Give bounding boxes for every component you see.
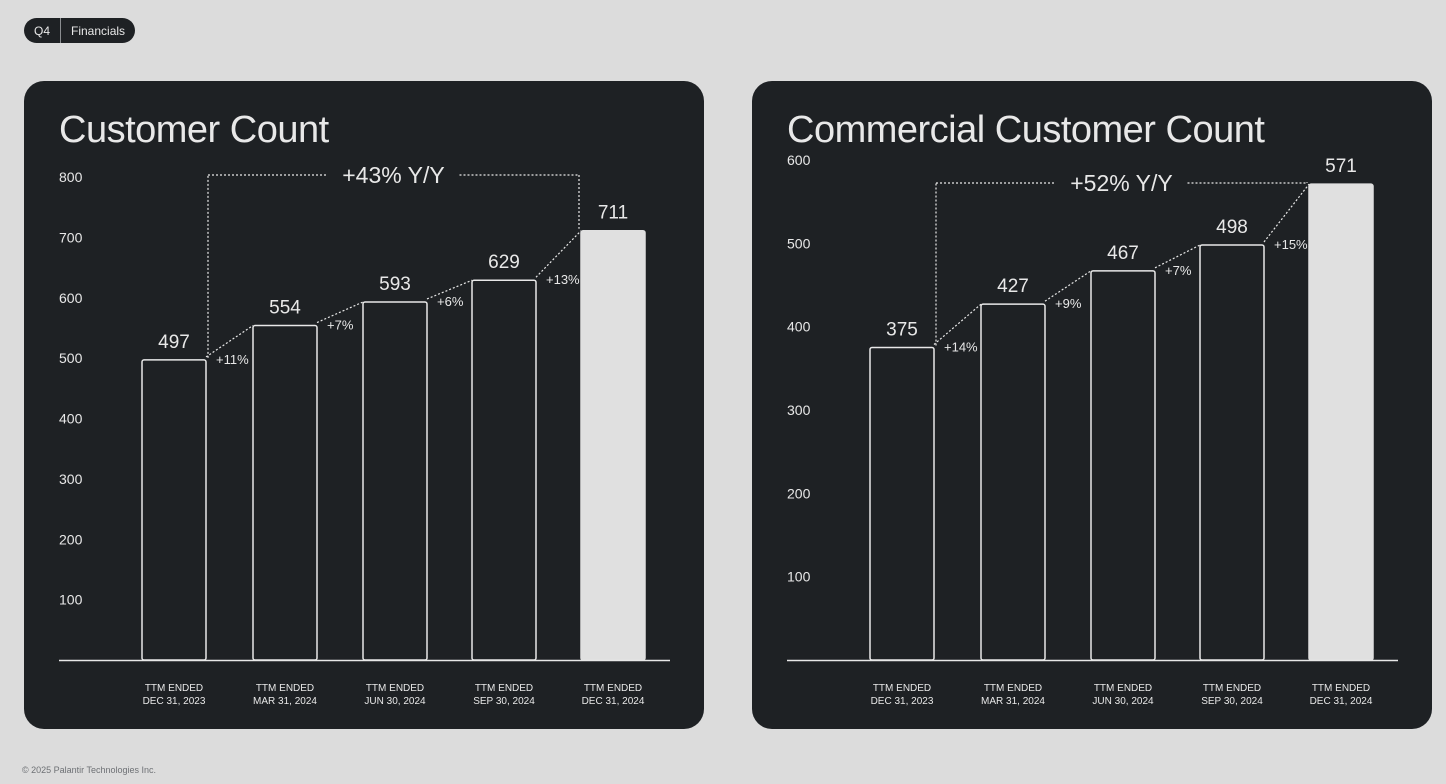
bar-value-label: 629 (488, 252, 520, 273)
y-tick-label: 700 (59, 229, 83, 245)
bar-value-label: 375 (886, 320, 918, 341)
growth-label: +13% (546, 272, 580, 287)
growth-label: +9% (1055, 296, 1082, 311)
x-tick-label: TTM ENDED (873, 683, 931, 694)
x-tick-label: TTM ENDED (366, 683, 424, 694)
x-tick-label: DEC 31, 2024 (582, 696, 645, 707)
chart-title: Commercial Customer Count (787, 109, 1265, 151)
bar (471, 279, 537, 661)
y-tick-label: 300 (59, 471, 83, 487)
y-tick-label: 600 (59, 290, 83, 306)
x-tick-label: TTM ENDED (1312, 683, 1370, 694)
bar-value-label: 467 (1107, 243, 1139, 264)
growth-connector (1044, 270, 1092, 302)
bar (362, 301, 428, 661)
x-tick-label: SEP 30, 2024 (1201, 696, 1263, 707)
bar-value-label: 427 (997, 276, 1029, 297)
section-badge: Q4 Financials (24, 18, 136, 43)
bar (252, 324, 318, 661)
growth-connector (426, 279, 473, 300)
x-tick-label: SEP 30, 2024 (473, 696, 535, 707)
commercial-customer-count-card: Commercial Customer Count 100 200 300 400 50… (752, 81, 1432, 729)
y-tick-label: 600 (787, 152, 811, 168)
x-tick-label: TTM ENDED (256, 683, 314, 694)
x-tick-label: JUN 30, 2024 (1092, 696, 1154, 707)
x-tick-label: DEC 31, 2023 (143, 696, 206, 707)
customer-count-chart: 100 200 300 400 500 600 700 800 497 TTM ENDED DEC … (59, 162, 670, 707)
bar-value-label: 571 (1325, 156, 1357, 177)
x-tick-label: TTM ENDED (145, 683, 203, 694)
growth-connector (535, 230, 582, 278)
x-tick-label: TTM ENDED (584, 683, 642, 694)
growth-label: +7% (1165, 263, 1192, 278)
growth-label: +11% (216, 352, 249, 367)
bar (1090, 270, 1156, 661)
x-tick-label: DEC 31, 2023 (871, 696, 934, 707)
bar (980, 303, 1046, 661)
growth-connector (205, 325, 254, 358)
customer-count-card: Customer Count 100 200 300 400 500 600 700 800 4… (24, 81, 704, 729)
y-tick-label: 800 (59, 169, 83, 185)
x-tick-label: TTM ENDED (1203, 683, 1261, 694)
y-tick-label: 100 (787, 569, 811, 585)
y-tick-label: 200 (59, 531, 83, 547)
badge-divider (60, 18, 62, 43)
bar (580, 229, 646, 661)
y-tick-label: 500 (59, 350, 83, 366)
bar (1199, 244, 1265, 661)
quarter-label: Q4 (34, 23, 51, 38)
copyright-footer: © 2025 Palantir Technologies Inc. (22, 765, 157, 775)
yoy-growth-label: +52% Y/Y (1070, 170, 1173, 196)
growth-connector (933, 303, 982, 345)
x-tick-label: DEC 31, 2024 (1310, 696, 1373, 707)
chart-title: Customer Count (59, 109, 329, 151)
y-tick-label: 200 (787, 485, 811, 501)
y-tick-label: 300 (787, 402, 811, 418)
x-tick-label: MAR 31, 2024 (253, 696, 317, 707)
x-tick-label: TTM ENDED (475, 683, 533, 694)
x-tick-label: TTM ENDED (1094, 683, 1152, 694)
bar (141, 359, 207, 661)
growth-connector (316, 301, 364, 324)
x-tick-label: JUN 30, 2024 (364, 696, 426, 707)
bar-value-label: 593 (379, 274, 411, 295)
x-tick-label: MAR 31, 2024 (981, 696, 1045, 707)
growth-label: +6% (437, 294, 464, 309)
bar-value-label: 498 (1216, 217, 1248, 238)
y-tick-label: 400 (787, 319, 811, 335)
x-tick-label: TTM ENDED (984, 683, 1042, 694)
y-tick-label: 100 (59, 592, 83, 608)
y-tick-label: 400 (59, 411, 83, 427)
yoy-growth-label: +43% Y/Y (342, 162, 445, 188)
commercial-customer-count-chart: 100 200 300 400 500 600 375 TTM ENDED DEC 31, 20… (787, 152, 1398, 707)
growth-connector (1263, 183, 1310, 243)
growth-label: +15% (1274, 237, 1308, 252)
growth-label: +7% (327, 318, 354, 333)
bar-value-label: 497 (158, 332, 190, 353)
y-tick-label: 500 (787, 235, 811, 251)
bar-value-label: 711 (598, 203, 628, 224)
growth-connector (1154, 244, 1201, 269)
bar (869, 346, 935, 661)
section-label: Financials (71, 23, 126, 38)
bar (1308, 183, 1374, 661)
growth-label: +14% (944, 340, 978, 355)
bar-value-label: 554 (269, 298, 301, 319)
